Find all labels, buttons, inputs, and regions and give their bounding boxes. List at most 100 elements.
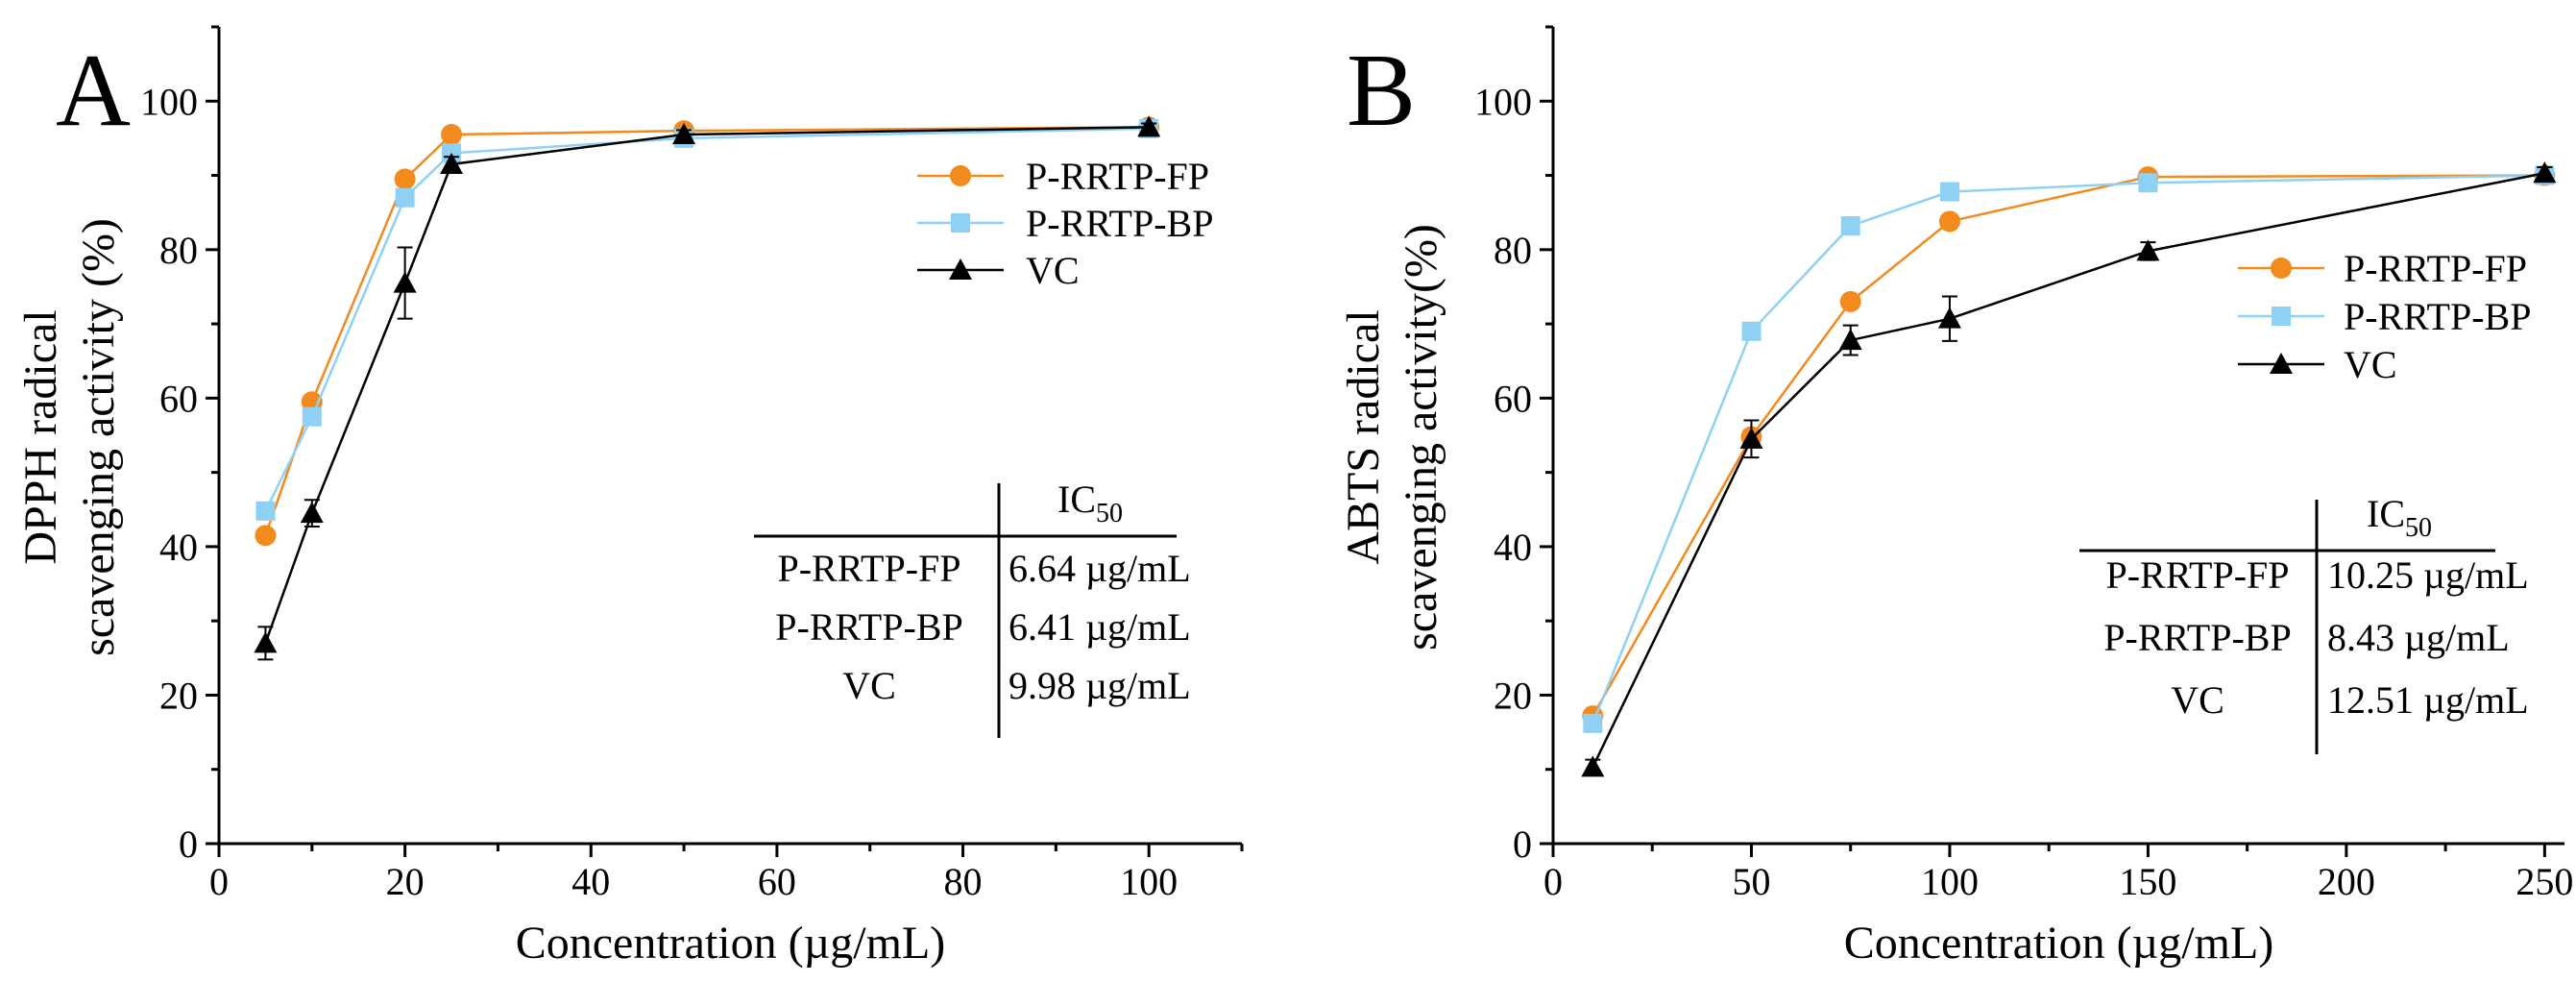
series-line [1592,174,2545,724]
table-row-name: VC [842,664,896,707]
x-tick-label: 0 [1543,860,1563,903]
x-tick-label: 150 [2119,860,2176,903]
table-header: IC50 [2367,492,2432,543]
chart-panel-b: 0 20 40 60 80 100 0 50 100 150 200 250 Concentration… [1338,25,2573,969]
table-row-name: VC [2171,678,2224,722]
data-point [1937,307,1961,329]
table-row-value: 8.43 µg/mL [2327,616,2510,659]
x-tick-label: 100 [1120,860,1178,903]
x-axis-label: Concentration (µg/mL) [1844,918,2274,969]
series-vc [254,115,1161,661]
data-point [440,152,464,174]
x-tick-label: 100 [1921,860,1979,903]
panel-label: B [1347,34,1416,148]
data-point [672,123,696,145]
data-point [1839,290,1861,312]
table-row-value: 12.51 µg/mL [2327,678,2529,722]
legend-label: VC [2344,343,2397,386]
data-point [393,271,417,293]
data-point [1739,427,1763,449]
table-header-subscript: 50 [1096,499,1123,528]
x-tick-label: 80 [944,860,983,903]
data-point [1741,321,1762,341]
y-axis-label: scavenging activity(%) [1396,224,1446,651]
legend-marker [949,258,972,280]
data-point [394,168,416,190]
data-point [255,525,277,547]
legend-label: VC [1026,249,1080,292]
x-tick-label: 200 [2318,860,2375,903]
data-point [2136,239,2160,261]
table-row-name: P-RRTP-FP [777,547,960,590]
y-axis-label: ABTS radical [1338,309,1389,564]
data-point [2138,173,2158,193]
table-row-name: P-RRTP-FP [2105,553,2289,597]
y-tick-label: 20 [1494,674,1532,717]
legend-label: P-RRTP-BP [2344,295,2531,338]
x-tick-label: 60 [758,860,796,903]
y-tick-label: 20 [159,674,198,717]
legend-marker [2272,307,2291,326]
data-point [1581,755,1605,777]
series-line [1592,172,2545,768]
x-tick-label: 20 [386,860,425,903]
data-point [1939,182,1959,202]
legend-label: P-RRTP-FP [2344,247,2527,290]
table-row-value: 10.25 µg/mL [2327,553,2529,597]
legend-marker [950,165,971,186]
table-row-value: 6.41 µg/mL [1009,605,1191,649]
panel-label: A [56,34,131,148]
chart-panel-a: 0 20 40 60 80 100 0 20 40 60 80 100 Concentration (µ… [15,25,1244,969]
legend-marker [2271,258,2292,279]
y-tick-label: 60 [159,377,198,420]
table-header: IC50 [1057,478,1123,528]
y-axis-label: scavenging activity (%) [73,218,124,656]
legend: P-RRTP-FP P-RRTP-BP VC [2238,247,2531,386]
data-point [255,501,276,521]
y-tick-label: 0 [179,822,198,866]
x-axis-label: Concentration (µg/mL) [516,918,946,969]
y-tick-label: 40 [1494,526,1532,569]
table-row-value: 6.64 µg/mL [1009,547,1191,590]
data-point [1838,329,1862,351]
legend-marker [2270,353,2293,374]
series-line [264,127,1150,512]
data-point [1583,713,1603,733]
table-row-name: P-RRTP-BP [775,605,962,649]
y-tick-label: 60 [1494,377,1532,420]
y-tick-label: 0 [1513,822,1532,866]
y-tick-label: 80 [159,229,198,272]
series-vc [1581,161,2557,777]
x-tick-label: 250 [2515,860,2573,903]
data-point [302,406,322,427]
y-tick-label: 100 [140,80,198,123]
data-point [441,124,463,146]
table-header-subscript: 50 [2405,513,2432,543]
data-point [2533,161,2557,184]
legend-label: P-RRTP-FP [1026,155,1209,198]
data-point [1840,216,1860,236]
y-tick-label: 80 [1494,229,1532,272]
legend-label: P-RRTP-BP [1026,202,1213,245]
table-row-name: P-RRTP-BP [2103,616,2291,659]
legend-marker [951,213,970,233]
y-axis-label: DPPH radical [15,309,66,564]
y-tick-label: 40 [159,526,198,569]
series-p-rrtp-fp [255,116,1160,547]
data-point [1938,210,1960,233]
x-tick-label: 0 [209,860,229,903]
table-header-text: IC [1057,478,1096,521]
y-tick-label: 100 [1474,80,1532,123]
data-point [254,631,278,653]
x-tick-label: 50 [1732,860,1770,903]
ic50-table: IC50 P-RRTP-FP 6.64 µg/mL P-RRTP-BP 6.41 µg/… [754,478,1191,738]
x-tick-label: 40 [571,860,610,903]
series-line [264,126,1150,644]
data-point [1137,115,1161,137]
data-point [395,187,415,208]
data-point [300,502,324,524]
table-row-value: 9.98 µg/mL [1009,664,1191,707]
table-header-text: IC [2367,492,2405,535]
